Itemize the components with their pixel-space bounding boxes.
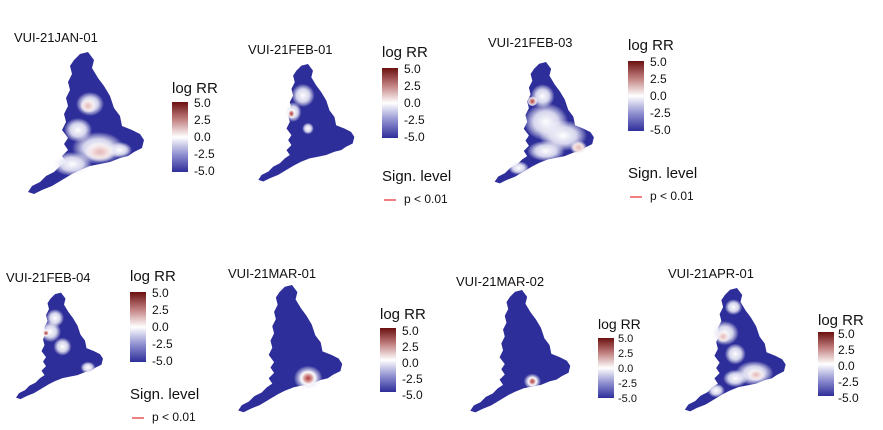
tick-label: 2.5 [194, 113, 211, 127]
tick-label: -2.5 [650, 106, 671, 120]
panel-title: VUI-21MAR-01 [228, 266, 317, 281]
england-map [258, 64, 355, 182]
colorbar [380, 328, 396, 392]
tick-label: 5.0 [402, 324, 419, 338]
panel-title: VUI-21FEB-01 [248, 42, 333, 57]
tick-label: 5.0 [618, 333, 634, 345]
sign-legend-title: Sign. level [628, 165, 698, 182]
tick-label: -2.5 [402, 372, 423, 386]
england-map [470, 290, 571, 413]
tick-label: 2.5 [404, 79, 421, 93]
sign-legend-item: p < 0.01 [132, 410, 196, 424]
legend-title: log RR [380, 306, 426, 323]
colorbar [818, 332, 834, 396]
tick-label: 2.5 [618, 348, 634, 360]
tick-label: 0.0 [404, 96, 421, 110]
panel-title: VUI-21APR-01 [668, 266, 754, 281]
tick-label: 0.0 [618, 363, 634, 375]
panel-title: VUI-21MAR-02 [456, 274, 545, 289]
tick-label: 2.5 [838, 343, 855, 357]
tick-label: 5.0 [838, 327, 855, 341]
england-map [16, 292, 103, 400]
tick-label: -5.0 [618, 393, 637, 405]
tick-label: 5.0 [194, 96, 211, 110]
tick-label: 0.0 [402, 356, 419, 370]
tick-label: 5.0 [152, 286, 169, 300]
sign-line-swatch [132, 416, 144, 419]
tick-label: -5.0 [152, 354, 173, 368]
colorbar [598, 338, 614, 398]
tick-label: 5.0 [404, 62, 421, 76]
tick-label: -2.5 [194, 147, 215, 161]
tick-label: -2.5 [618, 378, 637, 390]
england-map [494, 62, 594, 184]
colorbar [628, 61, 644, 131]
panel-title: VUI-21JAN-01 [14, 30, 98, 45]
tick-label: 2.5 [402, 340, 419, 354]
legend-title: log RR [130, 268, 176, 285]
tick-label: 0.0 [152, 320, 169, 334]
tick-label: 0.0 [838, 359, 855, 373]
panel-title: VUI-21FEB-03 [488, 35, 573, 50]
sign-legend-title: Sign. level [382, 168, 452, 185]
legend-title: log RR [628, 37, 674, 54]
colorbar [382, 68, 398, 138]
colorbar [172, 102, 188, 172]
sign-item-label: p < 0.01 [650, 189, 694, 203]
sign-legend-item: p < 0.01 [630, 189, 694, 203]
panel-title: VUI-21FEB-04 [6, 270, 91, 285]
tick-label: -5.0 [650, 123, 671, 137]
tick-label: -5.0 [194, 164, 215, 178]
legend-title: log RR [382, 44, 428, 61]
england-map [684, 288, 786, 412]
sign-line-swatch [384, 198, 396, 201]
tick-label: 5.0 [650, 55, 667, 69]
tick-label: -5.0 [402, 388, 423, 402]
colorbar [130, 292, 146, 362]
legend-title: log RR [598, 316, 641, 332]
tick-label: -2.5 [152, 337, 173, 351]
sign-legend-title: Sign. level [130, 386, 200, 403]
tick-label: 2.5 [650, 72, 667, 86]
tick-label: 0.0 [194, 130, 211, 144]
tick-label: -2.5 [404, 113, 425, 127]
legend-title: log RR [818, 312, 864, 329]
tick-label: -5.0 [838, 391, 859, 405]
tick-label: -5.0 [404, 130, 425, 144]
legend-title: log RR [172, 80, 218, 97]
sign-line-swatch [630, 195, 642, 198]
sign-legend-item: p < 0.01 [384, 192, 448, 206]
england-map [238, 285, 343, 413]
sign-item-label: p < 0.01 [152, 410, 196, 424]
tick-label: 0.0 [650, 89, 667, 103]
tick-label: 2.5 [152, 303, 169, 317]
sign-item-label: p < 0.01 [404, 192, 448, 206]
england-map [28, 52, 144, 194]
tick-label: -2.5 [838, 375, 859, 389]
